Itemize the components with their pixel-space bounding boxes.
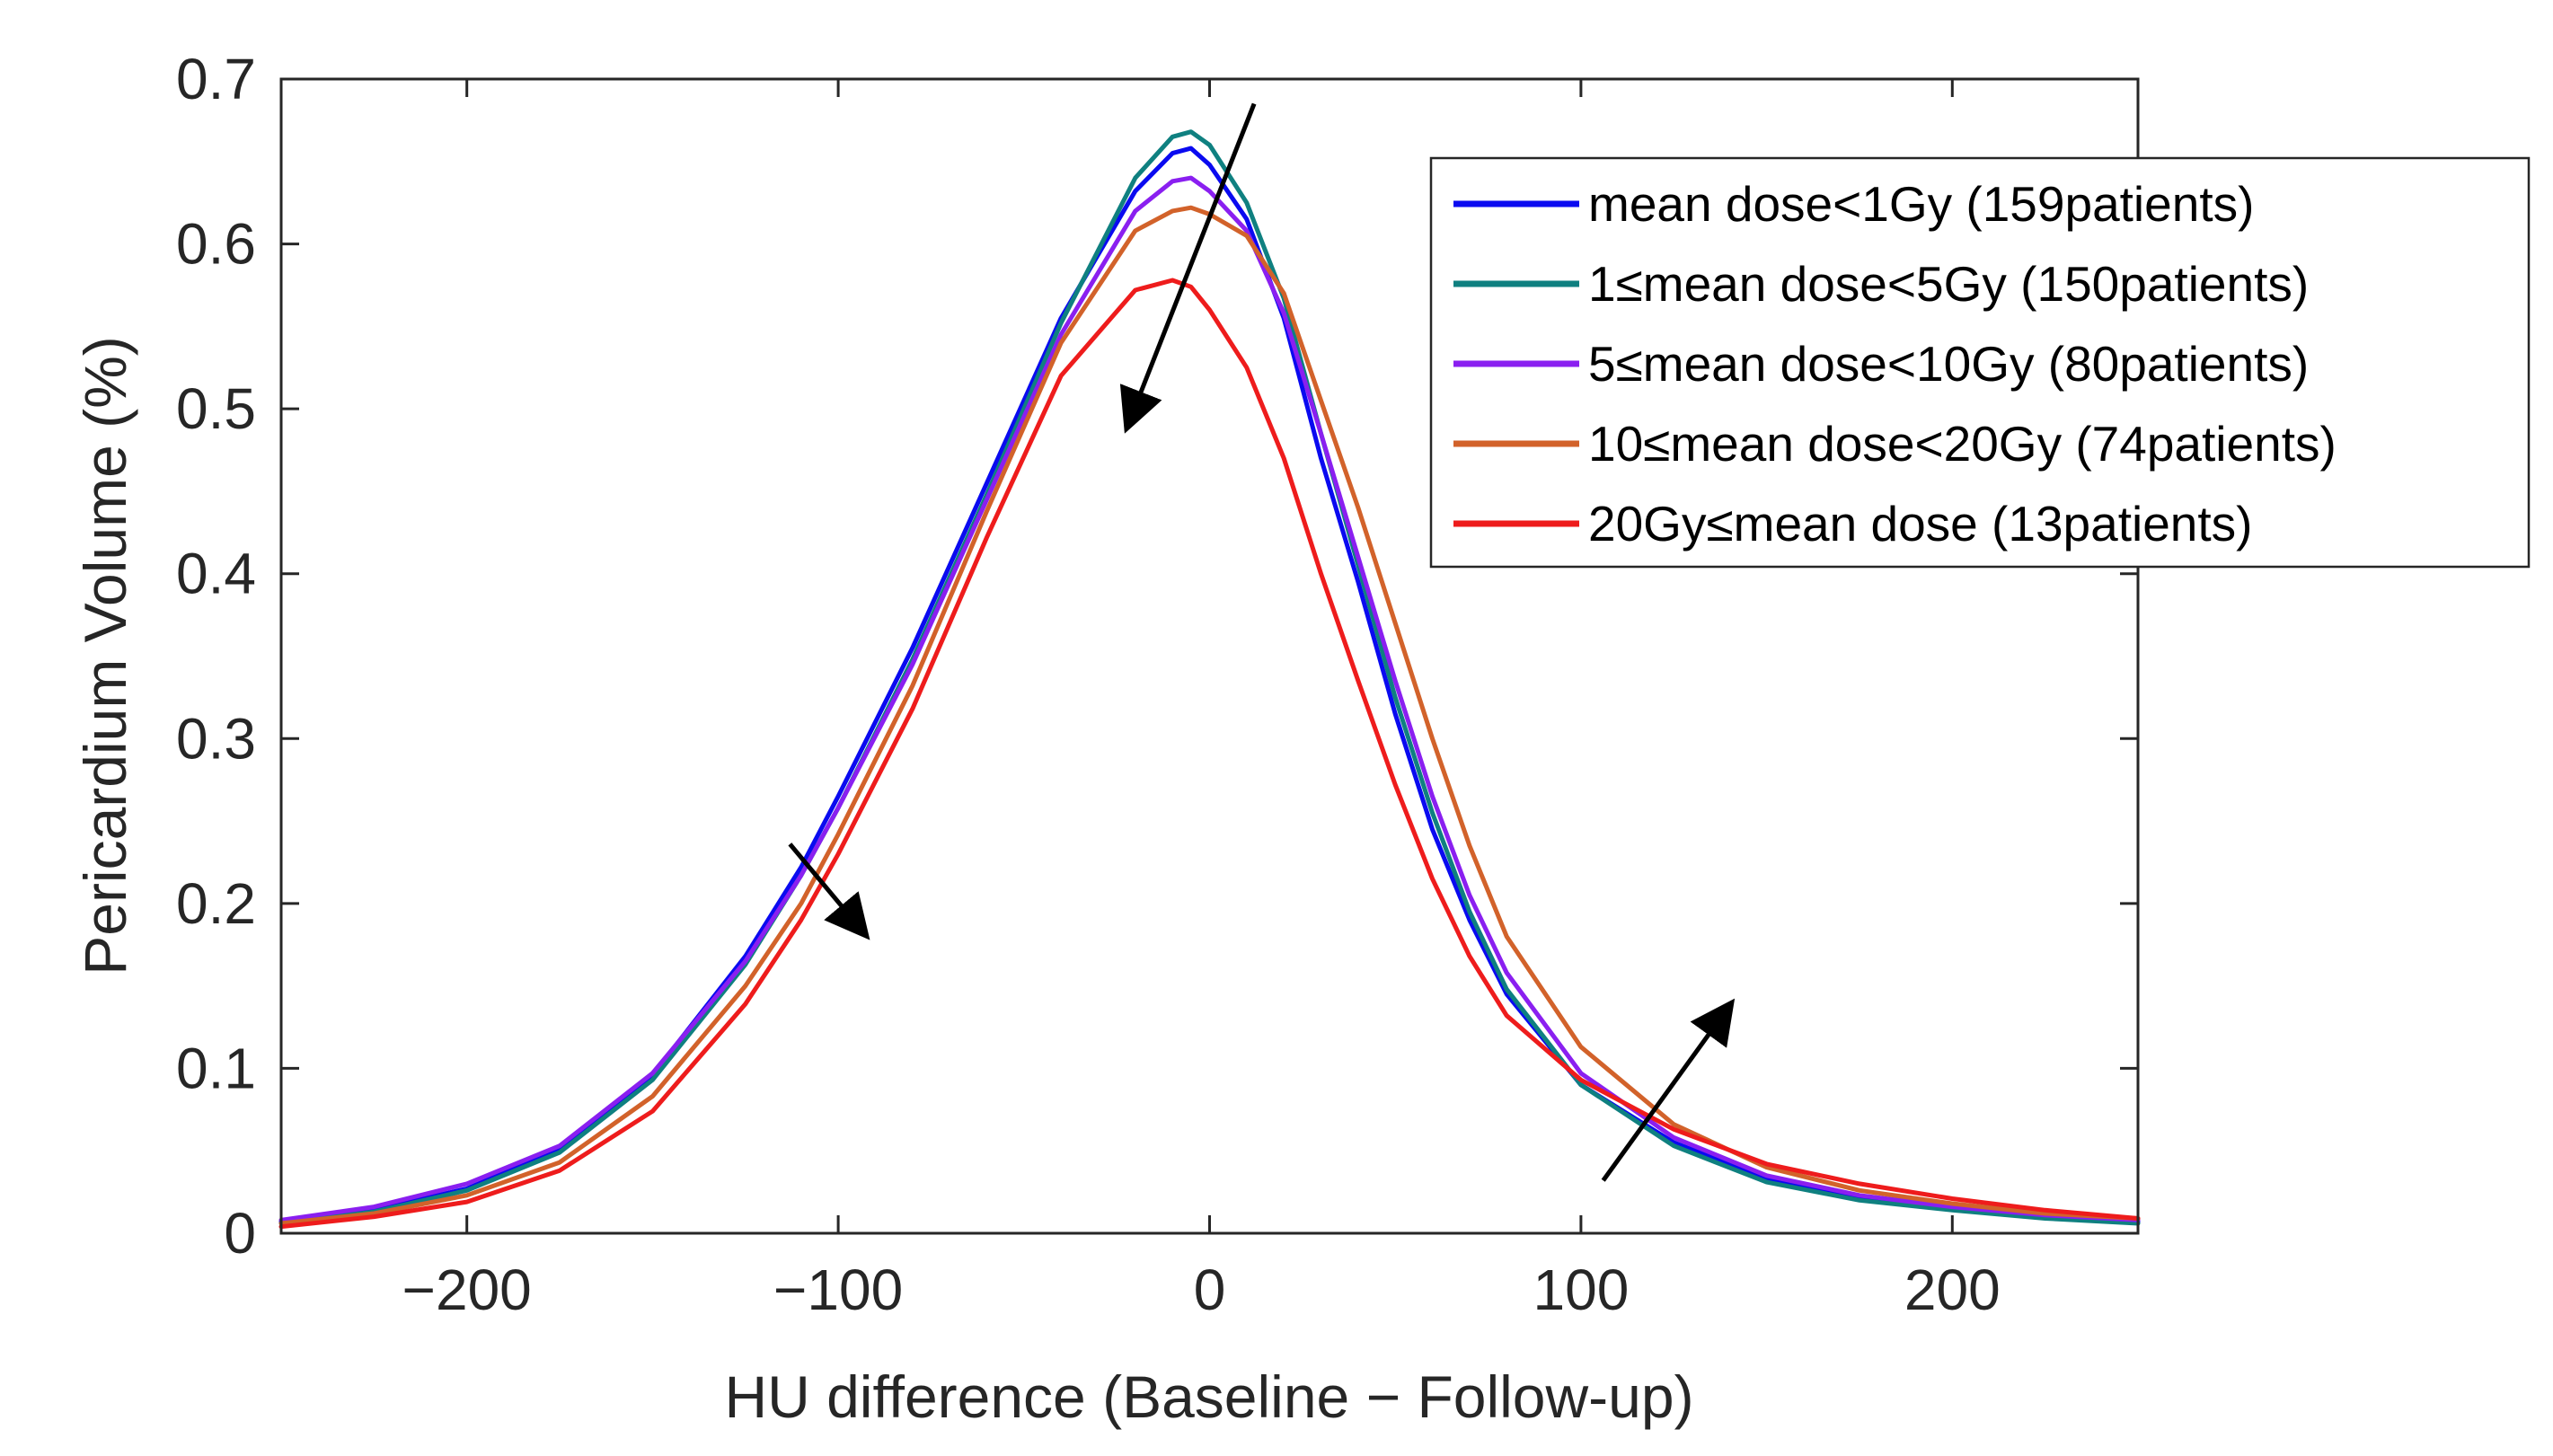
- legend-label-2: 1≤mean dose<5Gy (150patients): [1588, 256, 2309, 312]
- legend-label-1: mean dose<1Gy (159patients): [1588, 176, 2254, 232]
- x-tick-label: 100: [1533, 1257, 1630, 1322]
- annotation-arrow-2: [788, 843, 870, 940]
- x-tick-label: −100: [773, 1257, 903, 1322]
- y-tick-label: 0: [224, 1201, 256, 1266]
- y-tick-label: 0.1: [176, 1036, 256, 1100]
- y-tick-label: 0.6: [176, 212, 256, 277]
- axes-box: [279, 77, 2140, 1235]
- y-axis-label: Pericardium Volume (%): [72, 336, 138, 975]
- x-tick-label: 200: [1904, 1257, 2001, 1322]
- annotation-arrow-3: [1601, 998, 1736, 1182]
- legend-label-3: 5≤mean dose<10Gy (80patients): [1588, 336, 2309, 392]
- x-axis-label: HU difference (Baseline − Follow-up): [724, 1363, 1693, 1430]
- legend-label-4: 10≤mean dose<20Gy (74patients): [1588, 416, 2337, 472]
- legend-box: [1429, 156, 2531, 569]
- x-tick-label: −200: [402, 1257, 532, 1322]
- y-tick-label: 0.3: [176, 706, 256, 771]
- y-tick-label: 0.5: [176, 376, 256, 441]
- series-line-1: [278, 146, 2141, 1224]
- series-line-3: [278, 175, 2141, 1222]
- y-tick-label: 0.7: [176, 47, 256, 111]
- x-tick-label: 0: [1194, 1257, 1226, 1322]
- legend: mean dose<1Gy (159patients) 1≤mean dose<5…: [1429, 156, 2531, 569]
- series-line-4: [278, 205, 2141, 1226]
- y-tick-label: 0.2: [176, 871, 256, 936]
- y-tick-label: 0.4: [176, 542, 256, 606]
- annotation-arrow-1: [1119, 102, 1257, 434]
- series-line-5: [278, 278, 2141, 1230]
- legend-label-5: 20Gy≤mean dose (13patients): [1588, 496, 2253, 552]
